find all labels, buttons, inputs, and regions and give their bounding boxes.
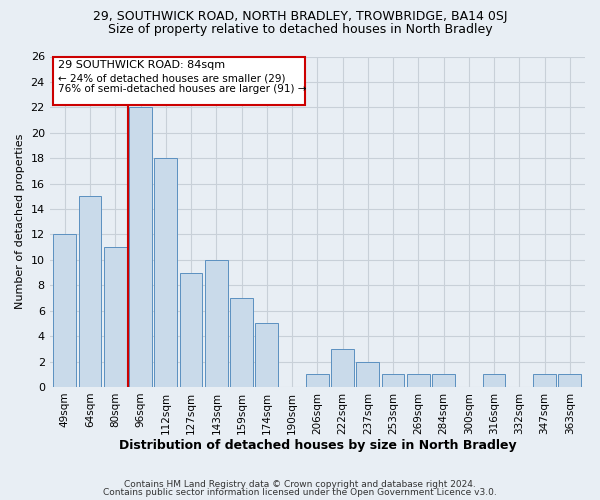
Bar [331, 349, 354, 387]
Bar [559, 374, 581, 387]
Text: Contains public sector information licensed under the Open Government Licence v3: Contains public sector information licen… [103, 488, 497, 497]
Bar [154, 158, 177, 387]
Bar [180, 272, 202, 387]
Bar [483, 374, 505, 387]
Bar [104, 247, 127, 387]
Bar [129, 108, 152, 387]
Bar [256, 324, 278, 387]
Bar [306, 374, 329, 387]
Text: 29 SOUTHWICK ROAD: 84sqm: 29 SOUTHWICK ROAD: 84sqm [58, 60, 225, 70]
Bar [230, 298, 253, 387]
Text: ← 24% of detached houses are smaller (29): ← 24% of detached houses are smaller (29… [58, 73, 285, 83]
Bar [356, 362, 379, 387]
Y-axis label: Number of detached properties: Number of detached properties [15, 134, 25, 310]
Text: 29, SOUTHWICK ROAD, NORTH BRADLEY, TROWBRIDGE, BA14 0SJ: 29, SOUTHWICK ROAD, NORTH BRADLEY, TROWB… [93, 10, 507, 23]
Bar [533, 374, 556, 387]
Bar [432, 374, 455, 387]
Bar [407, 374, 430, 387]
X-axis label: Distribution of detached houses by size in North Bradley: Distribution of detached houses by size … [119, 440, 516, 452]
FancyBboxPatch shape [53, 56, 305, 105]
Text: Contains HM Land Registry data © Crown copyright and database right 2024.: Contains HM Land Registry data © Crown c… [124, 480, 476, 489]
Bar [79, 196, 101, 387]
Text: Size of property relative to detached houses in North Bradley: Size of property relative to detached ho… [107, 22, 493, 36]
Text: 76% of semi-detached houses are larger (91) →: 76% of semi-detached houses are larger (… [58, 84, 306, 94]
Bar [53, 234, 76, 387]
Bar [205, 260, 227, 387]
Bar [382, 374, 404, 387]
